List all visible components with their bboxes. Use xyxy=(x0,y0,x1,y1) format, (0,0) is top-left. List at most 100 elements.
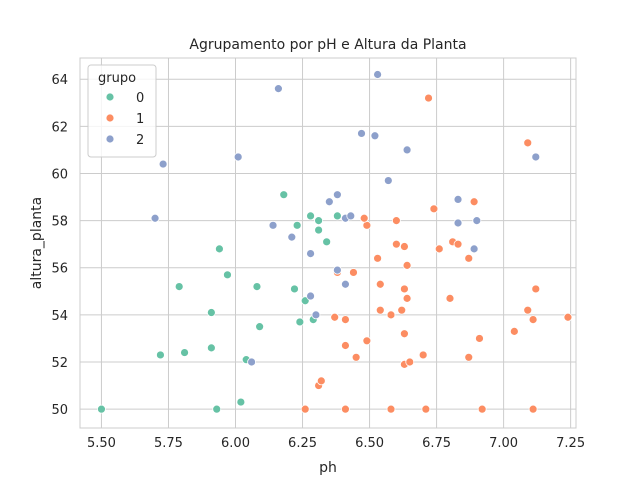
data-point xyxy=(332,190,342,200)
data-point xyxy=(247,357,256,367)
data-point xyxy=(472,216,482,226)
x-tick-label: 6.50 xyxy=(355,436,384,451)
data-point xyxy=(341,341,350,350)
data-point xyxy=(311,310,321,320)
data-point xyxy=(464,253,474,263)
data-point xyxy=(373,253,383,263)
data-point xyxy=(418,350,428,360)
legend-marker xyxy=(105,134,115,144)
data-point xyxy=(324,197,334,207)
data-point xyxy=(375,279,385,289)
data-point xyxy=(362,336,372,346)
x-tick-label: 6.75 xyxy=(422,436,451,451)
data-point xyxy=(357,129,366,138)
data-point xyxy=(180,348,189,357)
data-point xyxy=(314,216,324,226)
y-tick-label: 50 xyxy=(51,403,68,418)
data-point xyxy=(295,317,305,327)
legend-box xyxy=(87,64,157,158)
data-point xyxy=(402,145,412,155)
data-point xyxy=(97,404,106,414)
data-point xyxy=(453,239,463,249)
data-point xyxy=(206,308,216,317)
data-point xyxy=(255,322,265,332)
legend-label: 1 xyxy=(136,112,144,127)
data-point xyxy=(341,315,350,324)
data-point xyxy=(351,352,361,362)
data-point xyxy=(383,176,393,185)
legend-label: 2 xyxy=(136,133,144,148)
data-point xyxy=(359,213,369,223)
data-point xyxy=(397,305,407,315)
x-tick-label: 5.75 xyxy=(154,436,183,451)
data-point xyxy=(469,244,479,254)
grid-lines xyxy=(80,58,576,428)
data-point xyxy=(528,315,538,324)
data-point xyxy=(279,190,289,200)
data-point xyxy=(531,152,541,162)
data-point xyxy=(215,244,224,254)
y-axis-ticks: 50 52 54 56 58 60 62 64 xyxy=(51,73,68,418)
data-points xyxy=(97,70,573,414)
data-point xyxy=(341,279,350,289)
data-point xyxy=(391,216,401,226)
data-point xyxy=(391,239,401,249)
data-point xyxy=(290,284,299,294)
data-point xyxy=(405,357,415,367)
x-tick-label: 5.50 xyxy=(87,436,116,451)
data-point xyxy=(445,293,455,303)
data-point xyxy=(402,260,412,270)
data-point xyxy=(386,310,396,320)
data-point xyxy=(421,404,431,414)
x-tick-label: 7.25 xyxy=(556,436,585,451)
series-1 xyxy=(300,93,573,414)
data-point xyxy=(300,404,310,414)
data-point xyxy=(223,270,232,280)
data-point xyxy=(523,305,533,315)
data-point xyxy=(174,282,184,291)
data-point xyxy=(268,220,278,230)
data-point xyxy=(528,404,538,414)
data-point xyxy=(292,220,302,230)
data-point xyxy=(330,312,340,322)
data-point xyxy=(434,244,444,254)
data-point xyxy=(370,131,380,141)
data-point xyxy=(400,329,409,339)
data-point xyxy=(453,218,463,228)
data-point xyxy=(400,242,409,251)
data-point xyxy=(150,213,160,223)
x-tick-label: 6.25 xyxy=(288,436,317,451)
data-point xyxy=(475,334,484,343)
y-tick-label: 62 xyxy=(51,120,68,135)
data-point xyxy=(400,284,409,294)
data-point xyxy=(341,404,350,414)
legend-label: 0 xyxy=(136,91,144,106)
legend-title: grupo xyxy=(98,71,136,86)
data-point xyxy=(206,343,216,353)
data-point xyxy=(306,249,315,259)
series-2 xyxy=(150,70,541,367)
y-tick-label: 58 xyxy=(51,215,68,230)
data-point xyxy=(453,195,463,204)
legend-marker xyxy=(105,113,115,123)
data-point xyxy=(509,326,519,336)
data-point xyxy=(306,291,315,301)
data-point xyxy=(158,159,168,169)
data-point xyxy=(316,376,326,386)
data-point xyxy=(386,404,396,414)
data-point xyxy=(236,397,246,407)
x-axis-label: ph xyxy=(319,460,337,476)
x-tick-label: 7.00 xyxy=(489,436,518,451)
data-point xyxy=(373,70,383,79)
data-point xyxy=(306,211,315,221)
legend-marker xyxy=(105,92,115,102)
data-point xyxy=(252,282,262,291)
data-point xyxy=(531,284,541,294)
data-point xyxy=(464,352,474,362)
data-point xyxy=(477,404,487,414)
y-tick-label: 52 xyxy=(51,356,68,371)
data-point xyxy=(287,232,297,242)
data-point xyxy=(233,152,243,162)
data-point xyxy=(469,197,479,207)
